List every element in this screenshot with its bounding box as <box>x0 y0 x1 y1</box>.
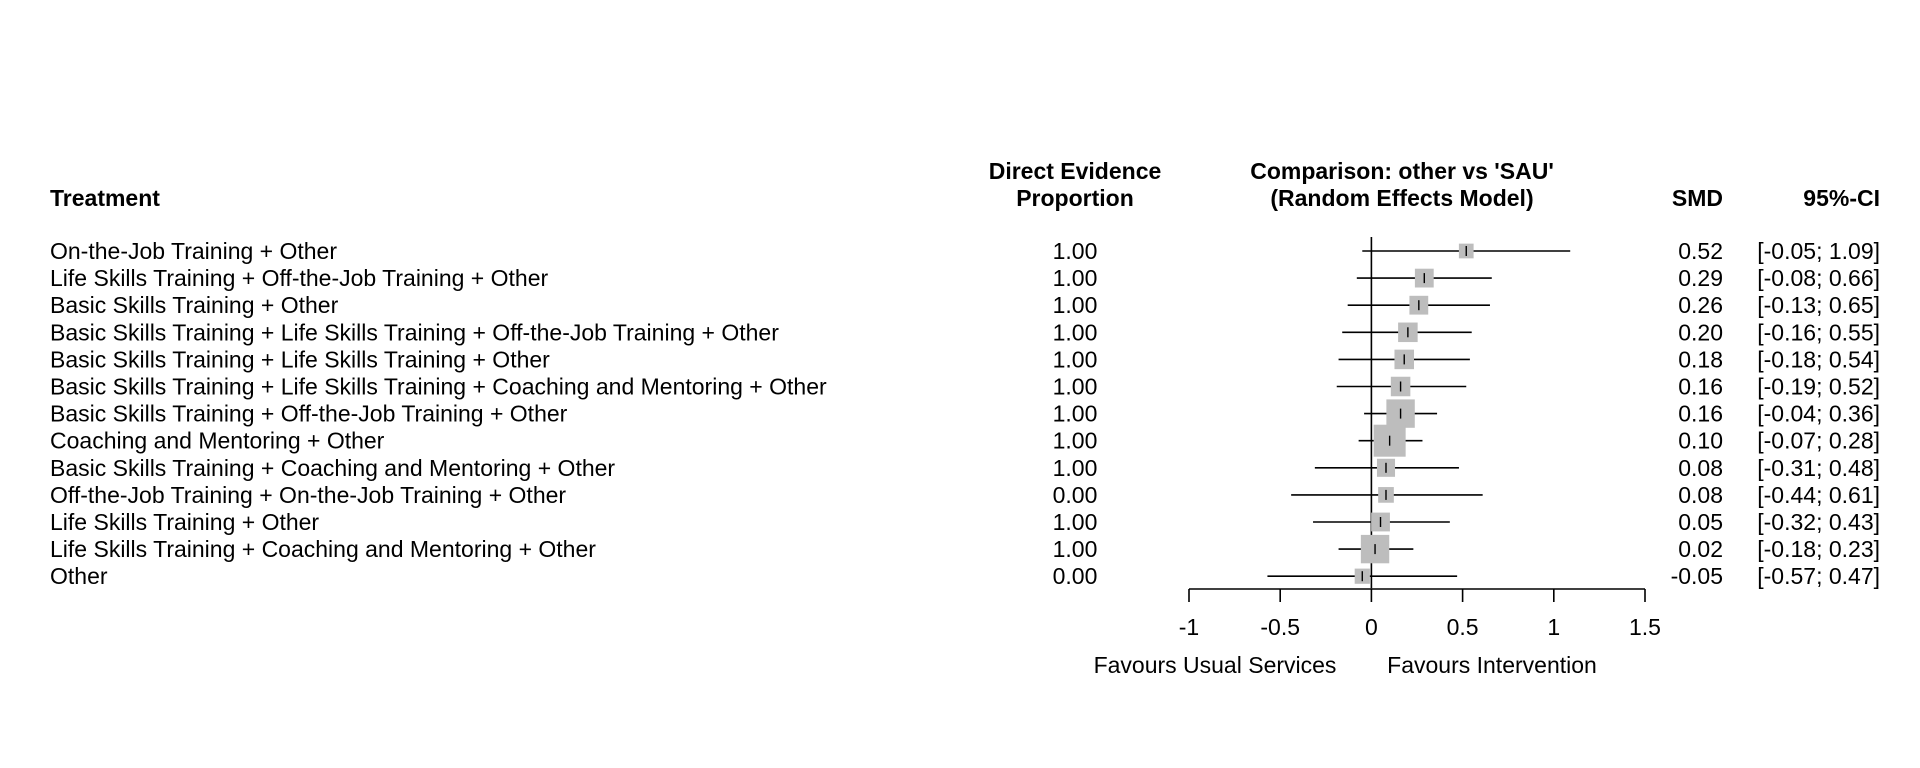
treatment-label: Basic Skills Training + Life Skills Trai… <box>50 346 550 372</box>
table-row: Basic Skills Training + Life Skills Trai… <box>50 374 1880 400</box>
smd-value: 0.10 <box>1678 428 1723 454</box>
direct-evidence-value: 1.00 <box>1053 509 1098 535</box>
smd-value: 0.08 <box>1678 482 1723 508</box>
table-row: Off-the-Job Training + On-the-Job Traini… <box>50 482 1880 508</box>
ci-value: [-0.05; 1.09] <box>1757 238 1880 264</box>
rows-layer: On-the-Job Training + Other 1.00 0.52 [-0.0… <box>50 237 1880 589</box>
header-ci: 95%-CI <box>1803 185 1880 211</box>
smd-value: -0.05 <box>1671 563 1723 589</box>
direct-evidence-value: 1.00 <box>1053 265 1098 291</box>
header-comparison-line2: (Random Effects Model) <box>1270 185 1533 211</box>
ci-value: [-0.18; 0.23] <box>1757 536 1880 562</box>
smd-value: 0.16 <box>1678 374 1723 400</box>
table-row: Basic Skills Training + Life Skills Trai… <box>50 319 1880 345</box>
ci-value: [-0.08; 0.66] <box>1757 265 1880 291</box>
table-row: Basic Skills Training + Coaching and Men… <box>50 455 1880 481</box>
ci-value: [-0.07; 0.28] <box>1757 428 1880 454</box>
table-row: Basic Skills Training + Life Skills Trai… <box>50 346 1880 372</box>
direct-evidence-value: 1.00 <box>1053 428 1098 454</box>
ci-value: [-0.04; 0.36] <box>1757 401 1880 427</box>
header-direct-evidence-line1: Direct Evidence <box>989 158 1162 184</box>
favours-intervention-label: Favours Intervention <box>1387 652 1597 678</box>
direct-evidence-value: 1.00 <box>1053 292 1098 318</box>
x-tick-label: -1 <box>1179 614 1199 640</box>
treatment-label: Life Skills Training + Coaching and Ment… <box>50 536 596 562</box>
direct-evidence-value: 1.00 <box>1053 455 1098 481</box>
treatment-label: Basic Skills Training + Off-the-Job Trai… <box>50 401 568 427</box>
header-direct-evidence-line2: Proportion <box>1016 185 1134 211</box>
table-row: Other 0.00 -0.05 [-0.57; 0.47] <box>50 563 1880 589</box>
table-row: Life Skills Training + Other 1.00 0.05 [-0.… <box>50 509 1880 535</box>
ci-value: [-0.13; 0.65] <box>1757 292 1880 318</box>
table-row: Life Skills Training + Coaching and Ment… <box>50 534 1880 564</box>
ci-value: [-0.18; 0.54] <box>1757 346 1880 372</box>
smd-value: 0.52 <box>1678 238 1723 264</box>
direct-evidence-value: 1.00 <box>1053 319 1098 345</box>
header-smd: SMD <box>1672 185 1723 211</box>
direct-evidence-value: 1.00 <box>1053 346 1098 372</box>
ci-value: [-0.31; 0.48] <box>1757 455 1880 481</box>
direct-evidence-value: 1.00 <box>1053 401 1098 427</box>
x-tick-label: 1 <box>1547 614 1560 640</box>
treatment-label: Life Skills Training + Off-the-Job Train… <box>50 265 548 291</box>
smd-value: 0.08 <box>1678 455 1723 481</box>
smd-value: 0.29 <box>1678 265 1723 291</box>
header-comparison-line1: Comparison: other vs 'SAU' <box>1250 158 1554 184</box>
ci-value: [-0.19; 0.52] <box>1757 374 1880 400</box>
ci-value: [-0.44; 0.61] <box>1757 482 1880 508</box>
x-tick-label: 0 <box>1365 614 1378 640</box>
header-treatment: Treatment <box>50 185 160 211</box>
x-tick-label: -0.5 <box>1260 614 1300 640</box>
direct-evidence-value: 1.00 <box>1053 374 1098 400</box>
table-row: Coaching and Mentoring + Other 1.00 0.10 [-… <box>50 424 1880 457</box>
ci-value: [-0.57; 0.47] <box>1757 563 1880 589</box>
ci-value: [-0.32; 0.43] <box>1757 509 1880 535</box>
treatment-label: Basic Skills Training + Life Skills Trai… <box>50 374 827 400</box>
x-tick-label: 1.5 <box>1629 614 1661 640</box>
table-row: Basic Skills Training + Other 1.00 0.26 [-0… <box>50 292 1880 318</box>
smd-value: 0.05 <box>1678 509 1723 535</box>
treatment-label: Basic Skills Training + Other <box>50 292 339 318</box>
treatment-label: Off-the-Job Training + On-the-Job Traini… <box>50 482 566 508</box>
table-row: Basic Skills Training + Off-the-Job Trai… <box>50 399 1880 428</box>
treatment-label: Other <box>50 563 108 589</box>
smd-value: 0.20 <box>1678 319 1723 345</box>
smd-value: 0.18 <box>1678 346 1723 372</box>
table-row: On-the-Job Training + Other 1.00 0.52 [-0.0… <box>50 238 1880 264</box>
treatment-label: Basic Skills Training + Coaching and Men… <box>50 455 615 481</box>
treatment-label: Life Skills Training + Other <box>50 509 319 535</box>
x-tick-label: 0.5 <box>1447 614 1479 640</box>
treatment-label: Coaching and Mentoring + Other <box>50 428 385 454</box>
treatment-label: On-the-Job Training + Other <box>50 238 337 264</box>
direct-evidence-value: 0.00 <box>1053 482 1098 508</box>
smd-value: 0.16 <box>1678 401 1723 427</box>
direct-evidence-value: 0.00 <box>1053 563 1098 589</box>
x-axis: -1 -0.5 0 0.5 1 1.5 <box>1179 588 1661 640</box>
favours-usual-services-label: Favours Usual Services <box>1094 652 1337 678</box>
smd-value: 0.02 <box>1678 536 1723 562</box>
ci-value: [-0.16; 0.55] <box>1757 319 1880 345</box>
smd-value: 0.26 <box>1678 292 1723 318</box>
direct-evidence-value: 1.00 <box>1053 238 1098 264</box>
treatment-label: Basic Skills Training + Life Skills Trai… <box>50 319 779 345</box>
direct-evidence-value: 1.00 <box>1053 536 1098 562</box>
table-row: Life Skills Training + Off-the-Job Train… <box>50 265 1880 291</box>
